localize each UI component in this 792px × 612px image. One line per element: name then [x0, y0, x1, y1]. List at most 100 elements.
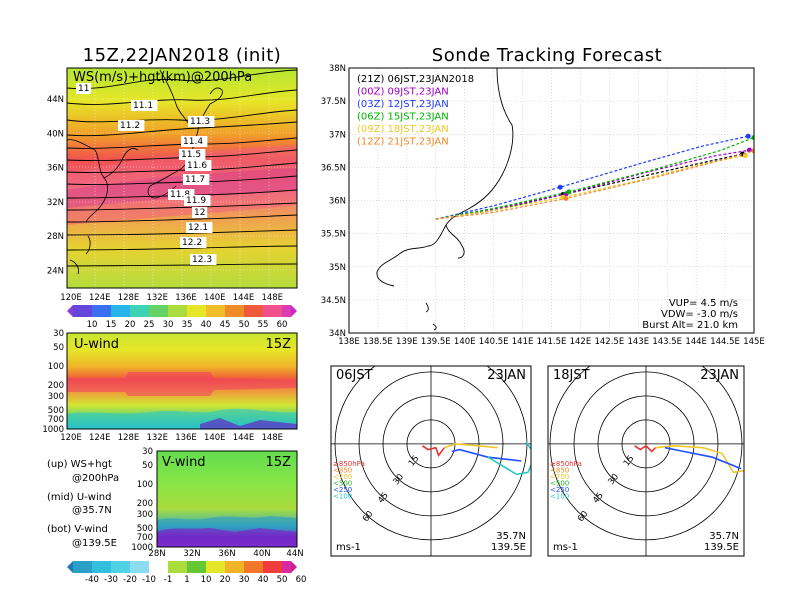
ws-colorbar-tick: 40 [201, 320, 212, 330]
svg-text:12.3: 12.3 [192, 255, 212, 265]
track-x-ticks: 138E 138.5E 139E 139.5E 140E 140.5E 141E 141.5E… [338, 337, 765, 347]
v-y-tick: 100 [137, 480, 153, 490]
hodo-trace [421, 445, 445, 457]
uv-colorbar-tick: 10 [201, 575, 212, 585]
map-x-ticks: 120E 124E 128E 132E 136E 140E 144E 148E [60, 293, 283, 303]
u-y-tick: 50 [53, 343, 64, 353]
track-point [566, 189, 572, 195]
track-grid [349, 68, 754, 333]
track-coastline [376, 68, 514, 331]
v-x-tick: 28N [148, 549, 165, 559]
uv-colorbar-tick: -1 [164, 575, 172, 585]
hodo-trace [451, 448, 522, 462]
map-y-tick: 32N [47, 198, 64, 208]
map-x-tick: 148E [261, 293, 283, 303]
hodo-trace [634, 444, 657, 453]
track-x-tick: 142E [570, 337, 592, 347]
hodo-level: <500 [550, 480, 569, 488]
u-x-tick: 148E [261, 433, 283, 443]
hodo-level: <250 [333, 486, 352, 494]
track-series [435, 147, 752, 220]
u-x-tick: 124E [89, 433, 111, 443]
ws-colorbar-tick: 15 [106, 320, 117, 330]
track-series [435, 148, 754, 220]
contour-label: 12 [192, 207, 208, 218]
hodo-level: <100 [333, 493, 352, 501]
u-x-ticks: 120E 124E 128E 132E 136E 140E 144E 148E [60, 433, 283, 443]
track-legend-entry: (03Z) 12JST,23JAN [357, 99, 449, 110]
u-x-tick: 128E [118, 433, 140, 443]
v-y-tick: 30 [142, 447, 153, 457]
uv-colorbar-tick: 1 [184, 575, 189, 585]
svg-text:11.8: 11.8 [170, 190, 190, 200]
track-point [751, 135, 754, 141]
u-y-tick: 100 [48, 362, 64, 372]
v-y-tick: 500 [137, 524, 153, 534]
track-series [435, 133, 751, 220]
uv-colorbar-tick: -20 [123, 575, 137, 585]
contour-label: 11.7 [183, 174, 210, 185]
hodo-unit: ms-1 [336, 542, 361, 553]
contour-label: 11 [76, 83, 92, 94]
v-wind-panel: V-wind 15Z [156, 450, 298, 548]
map-y-tick: 40N [47, 129, 64, 139]
track-y-tick: 34N [329, 329, 346, 339]
track-x-tick: 138E [338, 337, 360, 347]
map-x-tick: 140E [204, 293, 226, 303]
ws-colorbar-tick: 20 [125, 320, 136, 330]
u-wind-time: 15Z [266, 337, 292, 352]
contour-label: 11.8 [168, 189, 195, 200]
u-y-tick: 700 [48, 415, 64, 425]
uv-colorbar-tick: -40 [85, 575, 99, 585]
hodo-date: 23JAN [700, 368, 739, 383]
hodo-trace [487, 441, 531, 476]
svg-text:11.4: 11.4 [183, 137, 203, 147]
svg-text:12: 12 [194, 208, 205, 218]
legend-line5: (bot) V-wind [47, 524, 108, 535]
track-x-tick: 138.5E [363, 337, 393, 347]
svg-text:11.2: 11.2 [120, 121, 140, 131]
contour-label: 11.4 [181, 136, 208, 147]
v-x-tick: 44N [286, 549, 303, 559]
legend-line3: (mid) U-wind [47, 492, 111, 503]
svg-text:11.9: 11.9 [186, 196, 206, 206]
legend-line4: @35.7N [72, 505, 112, 516]
map-x-tick: 132E [146, 293, 168, 303]
u-x-tick: 136E [175, 433, 197, 443]
uv-colorbar-tick: 20 [220, 575, 231, 585]
uv-colorbar-tick: 50 [277, 575, 288, 585]
uv-colorbar-tick: 60 [296, 575, 307, 585]
hodo-level: <700 [333, 473, 352, 481]
uv-colorbar-ticks: -40 -30 -20 -10 -1 1 10 20 30 40 50 60 [85, 575, 306, 585]
track-line [435, 154, 746, 220]
u-y-tick: 200 [48, 381, 64, 391]
v-y-tick: 50 [142, 461, 153, 471]
hodo-trace [444, 443, 498, 449]
ws-colorbar-ticks: 10 15 20 25 30 35 40 45 50 55 60 [87, 320, 288, 330]
track-point [557, 184, 563, 190]
vdw-text: VDW= -3.0 m/s [661, 309, 738, 320]
svg-text:11.5: 11.5 [181, 150, 201, 160]
track-x-tick: 144.5E [710, 337, 740, 347]
map-y-tick: 36N [47, 164, 64, 174]
track-line [435, 150, 754, 220]
panel-legend: (up) WS+hgt @200hPa (mid) U-wind @35.7N … [47, 459, 119, 549]
track-x-tick: 140E [454, 337, 476, 347]
map-y-tick: 28N [47, 232, 64, 242]
hodo-level: <850 [550, 467, 569, 475]
v-x-ticks: 28N 32N 36N 40N 44N [148, 549, 303, 559]
track-x-tick: 140.5E [479, 337, 509, 347]
u-wind-panel: U-wind 15Z [66, 332, 298, 430]
uv-colorbar-tick: -30 [104, 575, 118, 585]
track-x-tick: 144E [685, 337, 707, 347]
track-x-tick: 145E [743, 337, 765, 347]
v-x-tick: 40N [253, 549, 270, 559]
v-wind-time: 15Z [266, 455, 292, 470]
contour-label: 11.6 [185, 160, 212, 171]
ws-colorbar-tick: 35 [182, 320, 193, 330]
track-y-tick: 35N [329, 263, 346, 273]
track-legend: (21Z) 06JST,23JAN2018(00Z) 09JST,23JAN(0… [357, 74, 474, 148]
ws-colorbar-tick: 45 [220, 320, 231, 330]
